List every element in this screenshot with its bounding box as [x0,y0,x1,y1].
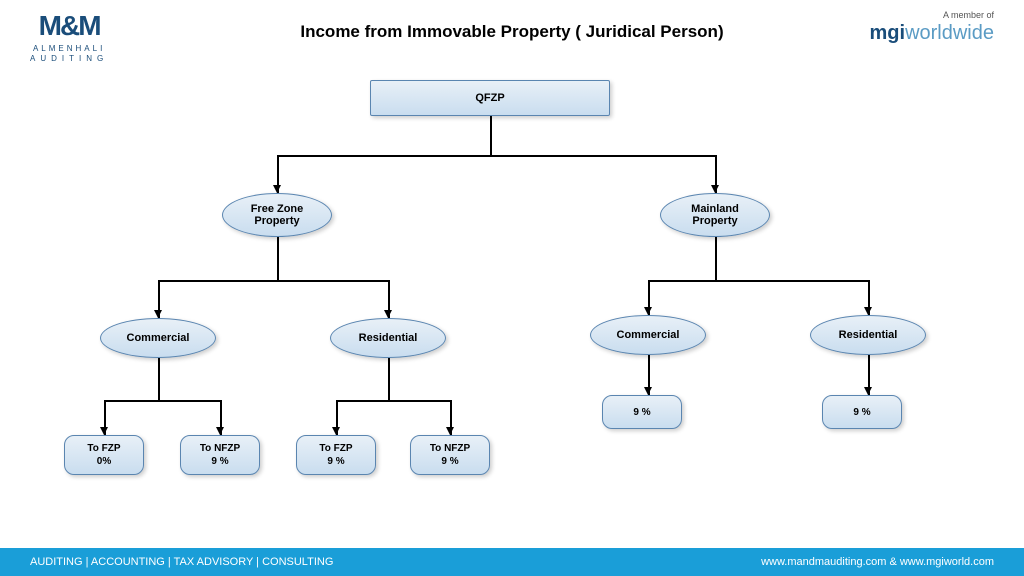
node-fz_res_b: To NFZP9 % [410,435,490,475]
node-root: QFZP [370,80,610,116]
node-fz_com_b: To NFZP9 % [180,435,260,475]
footer: AUDITING | ACCOUNTING | TAX ADVISORY | C… [0,548,1024,576]
node-ml_res_a: 9 % [822,395,902,429]
footer-left: AUDITING | ACCOUNTING | TAX ADVISORY | C… [30,556,333,568]
node-fz: Free ZoneProperty [222,193,332,237]
node-fz_res: Residential [330,318,446,358]
node-ml_com_a: 9 % [602,395,682,429]
node-ml_res: Residential [810,315,926,355]
node-ml_com: Commercial [590,315,706,355]
node-fz_com_a: To FZP0% [64,435,144,475]
node-fz_com: Commercial [100,318,216,358]
member-of: A member of [870,10,995,20]
node-fz_res_a: To FZP9 % [296,435,376,475]
flowchart: QFZP Free ZoneProperty MainlandProperty Com… [0,60,1024,540]
logo-name: ALMENHALI [30,44,108,53]
footer-right: www.mandmauditing.com & www.mgiworld.com [761,556,994,568]
node-ml: MainlandProperty [660,193,770,237]
page-title: Income from Immovable Property ( Juridic… [0,22,1024,42]
